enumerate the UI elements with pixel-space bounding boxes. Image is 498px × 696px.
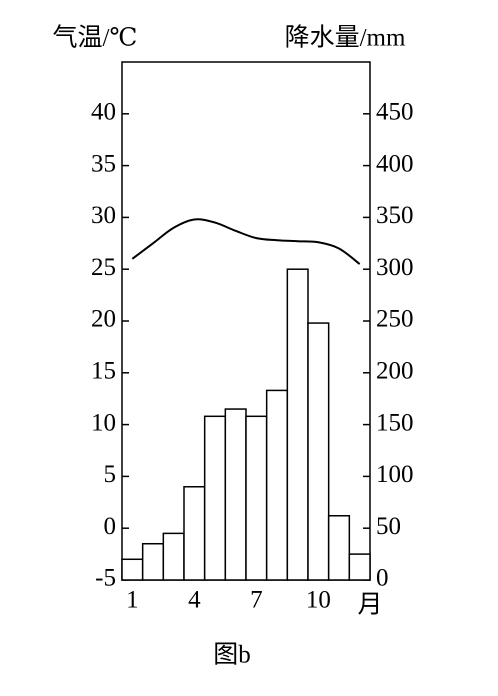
y-tick-label: 25 [91,254,116,281]
y-tick-label: 35 [91,150,116,177]
y2-tick-label: 450 [376,99,414,126]
y-tick-label: 30 [91,202,116,229]
y2-tick-label: 50 [376,513,401,540]
bar [265,389,289,581]
y-tick-label: 5 [104,461,117,488]
y2-tick-label: 150 [376,409,414,436]
y-tick-label: 20 [91,306,116,333]
y-tick-label: 10 [91,409,116,436]
bar [224,408,247,581]
bar [203,415,227,581]
bar [307,322,330,581]
temperature-line [131,218,361,265]
bar [286,268,309,581]
y2-tick-label: 300 [376,254,414,281]
y-tick-label: 15 [91,358,116,385]
y-axis-title: 气温/℃ [53,24,138,52]
y2-tick-label: 350 [376,202,414,229]
y-tick-label: 0 [104,513,117,540]
y2-tick-label: 200 [376,358,414,385]
x-tick-label: 7 [250,587,263,614]
y2-tick-label: 250 [376,306,414,333]
y2-axis-title: 降水量/mm [285,24,406,52]
bar [245,415,268,581]
x-tick-label: 10 [306,587,331,614]
y2-tick-label: 100 [376,461,414,488]
bar [121,558,144,581]
bar [162,532,185,581]
x-tick-label: 1 [126,587,139,614]
bar [183,486,206,581]
bar [141,542,165,581]
y-tick-label: -5 [95,565,116,592]
y2-tick-label: 400 [376,150,414,177]
bar [327,515,351,581]
x-axis-title: 月 [357,592,382,619]
y-tick-label: 40 [91,99,116,126]
bar [348,553,371,581]
caption: 图b [213,642,251,669]
y2-tick-label: 0 [376,565,389,592]
x-tick-label: 4 [188,587,201,614]
